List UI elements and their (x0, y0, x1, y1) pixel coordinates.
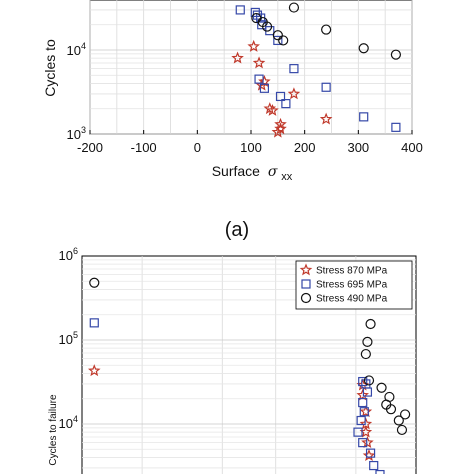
data-point-circle (363, 375, 375, 386)
data-point-square (250, 7, 260, 18)
data-point-circle (358, 43, 369, 54)
data-point-circle (385, 404, 397, 415)
legend-marker-star (299, 263, 313, 276)
x-tick-label: -200 (77, 140, 103, 155)
legend-label: Stress 870 MPa (316, 266, 388, 277)
data-point-square (321, 82, 331, 92)
data-point-circle (262, 21, 273, 32)
y-tick-label: 106 (59, 246, 78, 263)
data-point-star (231, 51, 244, 64)
data-point-square (289, 64, 299, 74)
data-point-square (356, 415, 366, 426)
data-point-star (356, 388, 369, 401)
data-point-circle (384, 391, 395, 403)
data-point-square (275, 91, 286, 102)
data-point-star (87, 364, 101, 377)
y-tick-label: 105 (59, 330, 78, 347)
caption-a: (a) (225, 219, 249, 241)
chart-a-y-axis-label-text: Cycles to (42, 39, 58, 97)
data-point-star (361, 436, 374, 448)
data-point-square (358, 376, 368, 387)
data-point-square (359, 112, 369, 122)
data-point-star (247, 39, 260, 52)
chart-a-x-ticks: -200 -100 0 100 200 300 400 (77, 130, 423, 155)
chart-a-x-axis-sigma: σ (268, 164, 278, 180)
x-tick-label: 300 (347, 140, 369, 155)
data-point-square (257, 20, 267, 30)
data-point-square (359, 407, 369, 417)
data-point-square (358, 438, 368, 448)
data-point-square (365, 448, 376, 458)
data-point-circle (399, 409, 411, 420)
data-point-square (391, 122, 401, 132)
data-point-star (252, 56, 266, 69)
chart-b-y-ticks: 106 105 104 (59, 246, 78, 431)
chart-b-y-axis-label: Cycles to failure (48, 394, 59, 466)
chart-b-legend-box (295, 260, 413, 310)
data-point-star (274, 117, 287, 130)
data-point-square (259, 83, 270, 93)
y-tick-label: 104 (67, 41, 86, 58)
data-point-square (375, 469, 385, 474)
data-point-circle (360, 348, 371, 360)
data-point-circle (288, 2, 300, 13)
data-point-square (358, 397, 368, 408)
data-point-circle (396, 424, 408, 436)
data-point-star (271, 125, 285, 138)
legend-marker-square (301, 279, 311, 289)
chart-a: -200 -100 0 100 200 300 400 103 104 Cycles to S… (42, 0, 423, 183)
y-tick-label: 104 (59, 414, 78, 431)
data-point-square (273, 35, 283, 46)
data-point-square (353, 427, 363, 437)
chart-a-x-axis-label: Surface σ xx (212, 163, 293, 183)
y-tick-label: 103 (67, 125, 86, 142)
data-point-square (362, 387, 373, 397)
chart-a-marks (231, 2, 401, 138)
data-point-square (89, 318, 99, 328)
data-point-square (281, 99, 291, 109)
data-point-square (252, 10, 263, 20)
data-point-star (266, 103, 279, 116)
data-point-star (359, 405, 373, 418)
data-point-star (362, 449, 376, 461)
data-point-square (369, 460, 379, 471)
chart-b-marks (87, 277, 411, 474)
data-point-circle (393, 415, 404, 426)
x-tick-label: 200 (294, 140, 316, 155)
data-point-circle (390, 49, 401, 60)
data-point-circle (321, 24, 332, 35)
data-point-circle (365, 318, 376, 330)
legend-marker-circle (300, 292, 312, 304)
x-tick-label: 0 (194, 140, 201, 155)
chart-b: 106 105 104 Cycles to failure Stress 870 M… (48, 246, 417, 474)
chart-b-legend: Stress 870 MPa Stress 695 MPa Stress 490 M… (295, 260, 413, 310)
data-point-square (235, 5, 245, 15)
legend-label: Stress 695 MPa (316, 280, 388, 291)
legend-label: Stress 490 MPa (316, 294, 388, 305)
chart-a-x-axis-subscript: xx (281, 171, 293, 183)
chart-a-x-axis-label-word: Surface (212, 163, 260, 179)
data-point-circle (362, 336, 373, 347)
data-point-star (287, 87, 301, 100)
data-point-square (254, 74, 264, 84)
data-point-circle (272, 30, 283, 41)
x-tick-label: 100 (240, 140, 262, 155)
data-point-circle (89, 277, 100, 288)
x-tick-label: 400 (401, 140, 423, 155)
x-tick-label: -100 (131, 140, 157, 155)
data-point-circle (278, 35, 289, 46)
data-point-star (319, 112, 333, 125)
chart-a-y-ticks: 103 104 (67, 41, 86, 142)
data-point-circle (376, 382, 387, 393)
